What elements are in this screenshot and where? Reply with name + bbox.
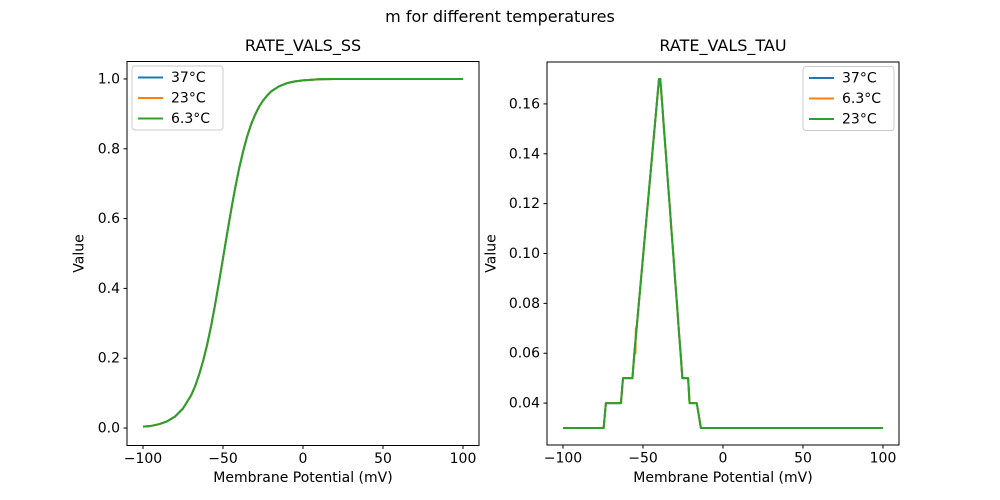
legend-box xyxy=(131,65,224,131)
x-tick-label: 50 xyxy=(794,451,812,467)
y-tick-label: 0.04 xyxy=(509,396,540,412)
y-tick-label: 0.16 xyxy=(509,96,540,112)
x-tick-label: −100 xyxy=(124,451,162,467)
legend-label: 37°C xyxy=(171,70,206,86)
ss-ticks: −100 −50 0 50 100 0.0 0.2 0.4 0.6 0.8 1.0 xyxy=(98,71,477,467)
y-tick-label: 1.0 xyxy=(98,71,120,87)
x-tick-label: 0 xyxy=(719,451,728,467)
x-tick-label: −100 xyxy=(544,451,582,467)
ss-series-37°C xyxy=(142,77,463,428)
x-tick-label: 50 xyxy=(374,451,392,467)
ss-plot-title: RATE_VALS_SS xyxy=(244,36,362,55)
legend-label: 23°C xyxy=(171,91,206,107)
ss-series-6.3°C xyxy=(142,77,463,428)
ss-legend: 37°C 23°C 6.3°C xyxy=(131,65,224,131)
x-tick-label: −50 xyxy=(208,451,238,467)
y-tick-label: 0.12 xyxy=(509,196,540,212)
tau-plot-title: RATE_VALS_TAU xyxy=(659,36,787,55)
x-tick-label: 100 xyxy=(870,451,897,467)
tau-legend: 37°C 6.3°C 23°C xyxy=(802,66,895,131)
ss-series-23°C xyxy=(142,77,463,428)
legend-label: 6.3°C xyxy=(842,91,881,107)
y-tick-label: 0.6 xyxy=(98,211,120,227)
tau-series-23°C xyxy=(563,77,883,430)
tau-plot: −100 −50 0 50 100 0.04 0.06 0.08 0.10 0.12 0.14 0.1… xyxy=(509,61,900,467)
x-tick-label: 100 xyxy=(450,451,477,467)
y-tick-label: 0.4 xyxy=(98,281,120,297)
tau-series-6.3°C xyxy=(563,77,883,430)
legend-label: 6.3°C xyxy=(171,111,210,127)
tau-axes-box xyxy=(546,61,900,446)
ss-axes-box xyxy=(126,61,480,446)
y-tick-label: 0.10 xyxy=(509,246,540,262)
y-tick-label: 0.0 xyxy=(98,421,120,437)
y-tick-label: 0.08 xyxy=(509,296,540,312)
tau-series-37°C xyxy=(563,77,883,430)
y-tick-label: 0.14 xyxy=(509,146,540,162)
legend-label: 23°C xyxy=(842,112,877,128)
tau-ticks: −100 −50 0 50 100 0.04 0.06 0.08 0.10 0.12 0.14 0.1… xyxy=(509,96,897,466)
x-tick-label: 0 xyxy=(299,451,308,467)
x-tick-label: −50 xyxy=(628,451,658,467)
ss-x-axis-label: Membrane Potential (mV) xyxy=(213,470,393,486)
y-tick-label: 0.06 xyxy=(509,346,540,362)
figure-suptitle: m for different temperatures xyxy=(385,7,615,26)
ss-plot: −100 −50 0 50 100 0.0 0.2 0.4 0.6 0.8 1.0 37°C 23°C 6… xyxy=(98,61,480,467)
y-tick-label: 0.8 xyxy=(98,141,120,157)
legend-box xyxy=(802,66,895,131)
tau-x-axis-label: Membrane Potential (mV) xyxy=(633,470,813,486)
legend-label: 37°C xyxy=(842,71,877,87)
y-tick-label: 0.2 xyxy=(98,351,120,367)
